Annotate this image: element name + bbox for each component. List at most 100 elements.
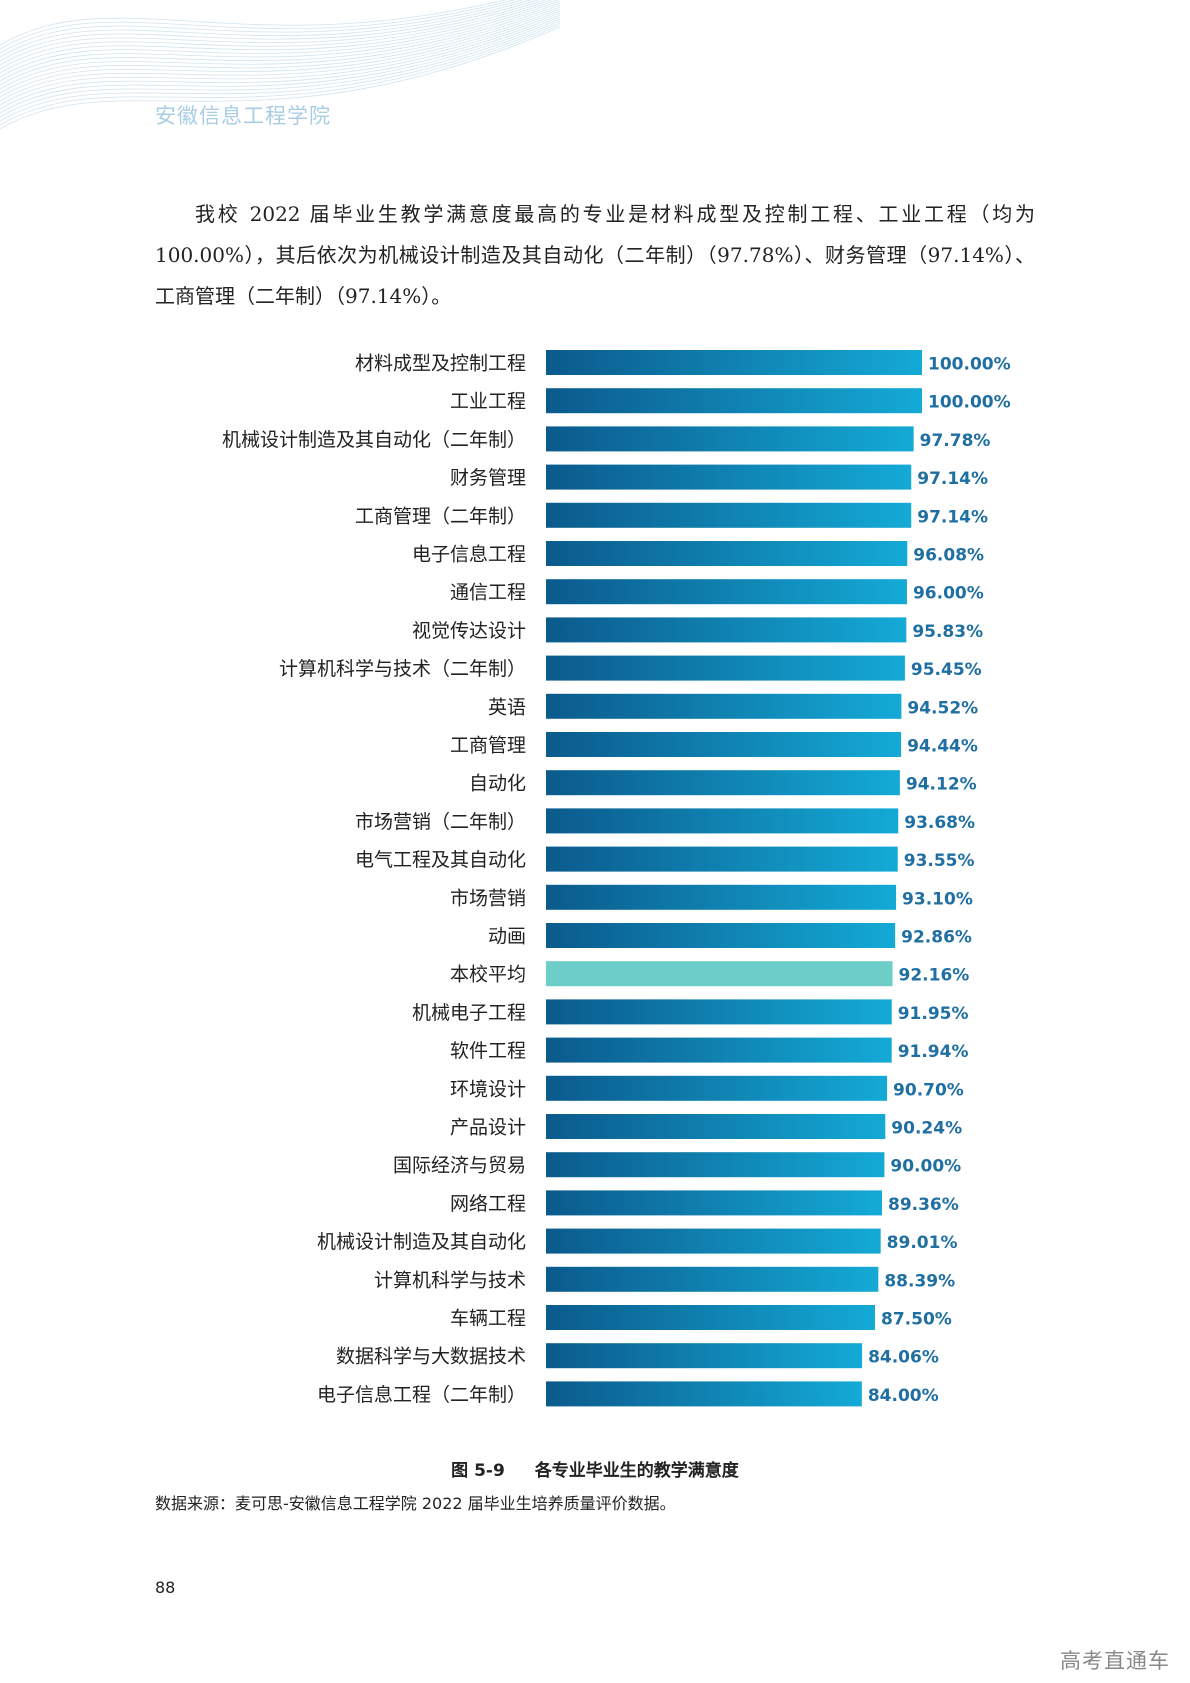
figure-number: 图 5-9: [451, 1461, 505, 1481]
figure-title: 各专业毕业生的教学满意度: [534, 1461, 739, 1481]
category-label: 本校平均: [450, 964, 526, 986]
category-label: 机械设计制造及其自动化（二年制）: [222, 429, 526, 451]
value-label: 95.45%: [911, 660, 982, 680]
value-label: 95.83%: [912, 622, 983, 642]
value-label: 84.00%: [868, 1386, 939, 1406]
figure-caption: 图 5-9 各专业毕业生的教学满意度: [0, 1456, 1190, 1481]
bar: [546, 350, 922, 375]
bar: [546, 1343, 863, 1369]
category-label: 电子信息工程: [412, 544, 526, 566]
wave-line: [0, 12, 560, 102]
value-label: 93.55%: [904, 851, 975, 871]
category-label: 计算机科学与技术（二年制）: [279, 658, 526, 680]
category-label: 数据科学与大数据技术: [336, 1346, 526, 1368]
bar: [546, 1305, 875, 1330]
category-label: 英语: [488, 696, 526, 718]
value-label: 90.00%: [890, 1157, 961, 1177]
category-label: 通信工程: [450, 582, 526, 604]
bar: [546, 1152, 885, 1178]
bar: [546, 732, 902, 757]
category-label: 国际经济与贸易: [393, 1155, 526, 1177]
wave-line: [0, 0, 515, 50]
header-wave-decoration: [0, 0, 560, 130]
bar: [546, 808, 899, 834]
value-label: 97.78%: [920, 431, 991, 451]
wave-line: [0, 14, 560, 106]
value-label: 84.06%: [868, 1348, 939, 1368]
value-label: 94.12%: [906, 775, 977, 795]
bar: [546, 770, 900, 796]
wave-line: [0, 2, 560, 82]
wave-line: [0, 4, 560, 86]
category-label: 视觉传达设计: [412, 620, 526, 642]
category-label: 车辆工程: [450, 1308, 526, 1330]
bar: [546, 1075, 888, 1101]
value-label: 96.00%: [913, 584, 984, 604]
wave-line: [0, 16, 560, 110]
bar: [546, 464, 912, 490]
bar: [546, 502, 912, 528]
wave-line: [0, 26, 560, 130]
category-label: 环境设计: [450, 1078, 526, 1100]
value-label: 87.50%: [881, 1310, 952, 1330]
value-label: 90.24%: [891, 1119, 962, 1139]
bar: [546, 693, 902, 719]
category-label: 软件工程: [450, 1040, 526, 1062]
school-name: 安徽信息工程学院: [155, 104, 331, 128]
value-label: 94.44%: [907, 737, 978, 757]
wave-line: [0, 0, 524, 54]
bar: [546, 655, 905, 681]
category-label: 工商管理: [450, 735, 526, 757]
category-label: 网络工程: [450, 1193, 526, 1215]
category-label: 自动化: [469, 773, 526, 795]
value-label: 89.36%: [888, 1195, 959, 1215]
category-label: 市场营销: [450, 887, 526, 909]
bar: [546, 923, 896, 948]
value-label: 91.94%: [898, 1042, 969, 1062]
data-source-note: 数据来源：麦可思-安徽信息工程学院 2022 届毕业生培养质量评价数据。: [155, 1494, 676, 1513]
wave-line: [0, 10, 560, 98]
bar: [546, 1266, 879, 1292]
wave-line: [0, 22, 560, 122]
category-label: 动画: [488, 926, 526, 948]
category-label: 市场营销（二年制）: [355, 811, 526, 833]
average-bar: [546, 961, 893, 987]
value-label: 97.14%: [917, 469, 988, 489]
bar: [546, 579, 907, 605]
category-label: 财务管理: [450, 467, 526, 489]
wave-line: [0, 18, 560, 114]
bar: [546, 541, 908, 566]
bar: [546, 1037, 892, 1063]
bar: [546, 846, 898, 872]
wave-line: [0, 24, 560, 126]
wave-line: [0, 6, 560, 90]
category-label: 电子信息工程（二年制）: [317, 1384, 526, 1406]
bar: [546, 884, 897, 910]
category-label: 材料成型及控制工程: [355, 353, 526, 375]
summary-paragraph: 我校 2022 届毕业生教学满意度最高的专业是材料成型及控制工程、工业工程（均为…: [155, 202, 1035, 308]
bar: [546, 1190, 882, 1216]
wave-line: [0, 0, 506, 46]
wave-line: [0, 0, 559, 74]
wave-line: [0, 0, 532, 58]
value-label: 94.52%: [907, 698, 978, 718]
value-label: 92.16%: [899, 966, 970, 986]
value-label: 89.01%: [887, 1233, 958, 1253]
satisfaction-bar-chart: 材料成型及控制工程 100.00% 工业工程 100.00% 机械设计制造及其自动化（二…: [222, 350, 1011, 1407]
category-label: 机械设计制造及其自动化: [317, 1231, 526, 1253]
wave-line: [0, 0, 553, 70]
value-label: 88.39%: [884, 1271, 955, 1291]
value-label: 93.68%: [904, 813, 975, 833]
value-label: 100.00%: [928, 393, 1011, 413]
category-label: 产品设计: [450, 1117, 526, 1139]
category-label: 计算机科学与技术: [374, 1269, 526, 1291]
wave-line: [0, 0, 539, 62]
value-label: 92.86%: [901, 928, 972, 948]
bar: [546, 1381, 862, 1407]
value-label: 91.95%: [898, 1004, 969, 1024]
bar: [546, 426, 914, 452]
page-number: 88: [155, 1578, 176, 1597]
category-label: 工业工程: [450, 391, 526, 413]
value-label: 97.14%: [917, 507, 988, 527]
value-label: 90.70%: [893, 1080, 964, 1100]
